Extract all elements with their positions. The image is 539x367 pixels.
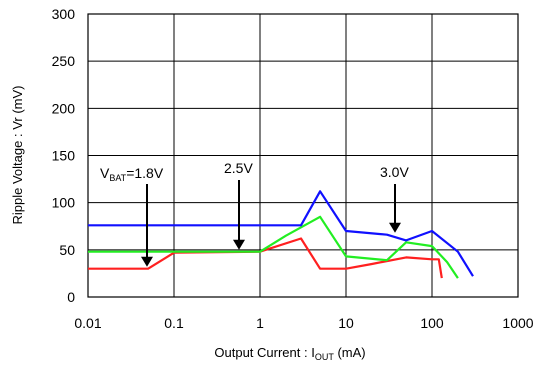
- annotation-arrow-head-0: [141, 256, 153, 267]
- x-axis-title: Output Current : IOUT (mA): [214, 345, 365, 362]
- y-tick-label-5: 250: [52, 53, 76, 69]
- x-tick-label-5: 1000: [502, 315, 533, 331]
- series-line-1: [88, 215, 459, 279]
- y-tick-label-0: 0: [67, 289, 75, 305]
- y-tick-label-4: 200: [52, 100, 76, 116]
- y-tick-label-2: 100: [52, 195, 76, 211]
- x-tick-label-3: 10: [338, 315, 354, 331]
- tick-labels: 0 50 100 150 200 250 300 0.01 0.1 1 10 100 1000: [52, 6, 534, 331]
- annotation-arrow-head-1: [233, 239, 245, 250]
- series-line-0: [88, 237, 443, 279]
- y-axis-title: Ripple Voltage : Vr (mV): [10, 86, 25, 225]
- y-tick-label-3: 150: [52, 148, 76, 164]
- grid: [87, 13, 519, 298]
- x-tick-label-2: 1: [256, 315, 264, 331]
- annotation-label-2: 3.0V: [380, 164, 409, 180]
- x-tick-label-0: 0.01: [74, 315, 101, 331]
- plot-frame: [87, 13, 519, 298]
- annotation-label-1: 2.5V: [224, 160, 253, 176]
- y-tick-label-1: 50: [59, 242, 75, 258]
- x-tick-label-1: 0.1: [164, 315, 184, 331]
- x-axis-title-unit: (mA): [334, 345, 366, 360]
- annotation-label-0: VBAT=1.8V: [100, 165, 164, 183]
- series-group: [88, 190, 474, 279]
- x-tick-label-4: 100: [420, 315, 444, 331]
- y-tick-label-6: 300: [52, 6, 76, 22]
- x-axis-title-sub: OUT: [315, 352, 335, 362]
- x-axis-title-main: Output Current : I: [214, 345, 314, 360]
- annotations: VBAT=1.8V 2.5V 3.0V: [100, 160, 409, 267]
- series-line-2: [88, 190, 474, 277]
- annotation-arrow-head-2: [389, 222, 401, 233]
